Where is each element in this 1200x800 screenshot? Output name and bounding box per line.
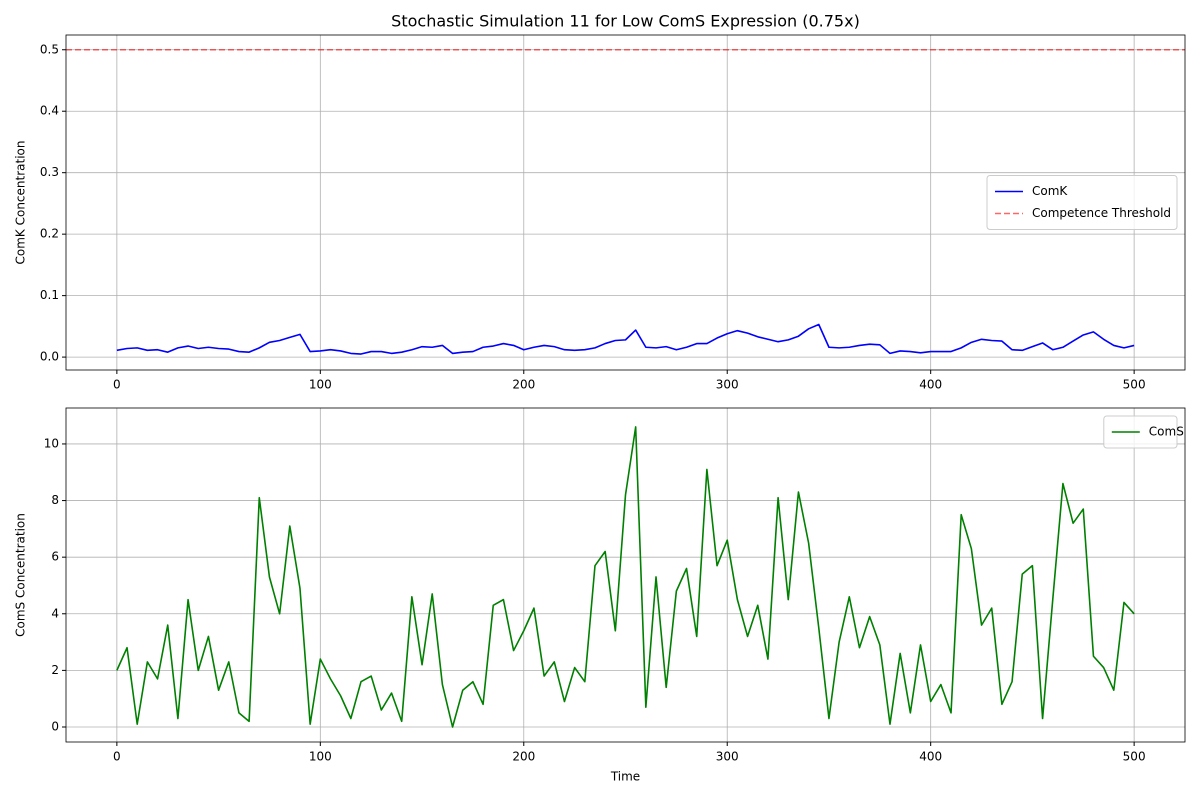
x-tick-label: 500 [1123,378,1146,392]
legend: ComK Competence Threshold [986,175,1178,230]
data-line [116,426,1135,728]
x-tick-label: 0 [113,378,121,392]
x-tick-label: 200 [512,378,535,392]
chart-title: Stochastic Simulation 11 for Low ComS Ex… [391,12,860,31]
y-axis-label: ComS Concentration [14,513,28,637]
legend-box [986,175,1178,230]
y-tick-label: 0.0 [40,350,59,364]
y-tick-label: 8 [51,493,59,507]
x-tick-label: 300 [716,750,739,764]
axes-frame [65,34,1186,371]
legend: ComS [1103,415,1184,449]
x-tick-label: 400 [919,750,942,764]
y-axis-label: ComK Concentration [14,141,28,265]
legend-label: ComK [1032,184,1068,198]
x-tick-label: 0 [113,750,121,764]
legend-label: Competence Threshold [1032,206,1171,220]
y-tick-label: 0.4 [40,104,59,118]
y-tick-label: 2 [51,663,59,677]
y-tick-label: 10 [44,436,59,450]
axes-frame [65,407,1186,743]
y-tick-label: 0.5 [40,42,59,56]
y-tick-label: 0.2 [40,227,59,241]
x-tick-label: 100 [309,378,332,392]
legend-box [1103,415,1178,449]
y-tick-label: 6 [51,550,59,564]
data-line [116,323,1135,355]
x-tick-label: 200 [512,750,535,764]
x-tick-label: 100 [309,750,332,764]
y-tick-label: 0.3 [40,165,59,179]
x-tick-label: 300 [716,378,739,392]
x-axis-label: Time [610,770,640,784]
y-tick-label: 4 [51,606,59,620]
y-tick-label: 0 [51,719,59,733]
y-tick-label: 0.1 [40,288,59,302]
legend-label: ComS [1149,425,1184,439]
x-tick-label: 500 [1123,750,1146,764]
x-tick-label: 400 [919,378,942,392]
